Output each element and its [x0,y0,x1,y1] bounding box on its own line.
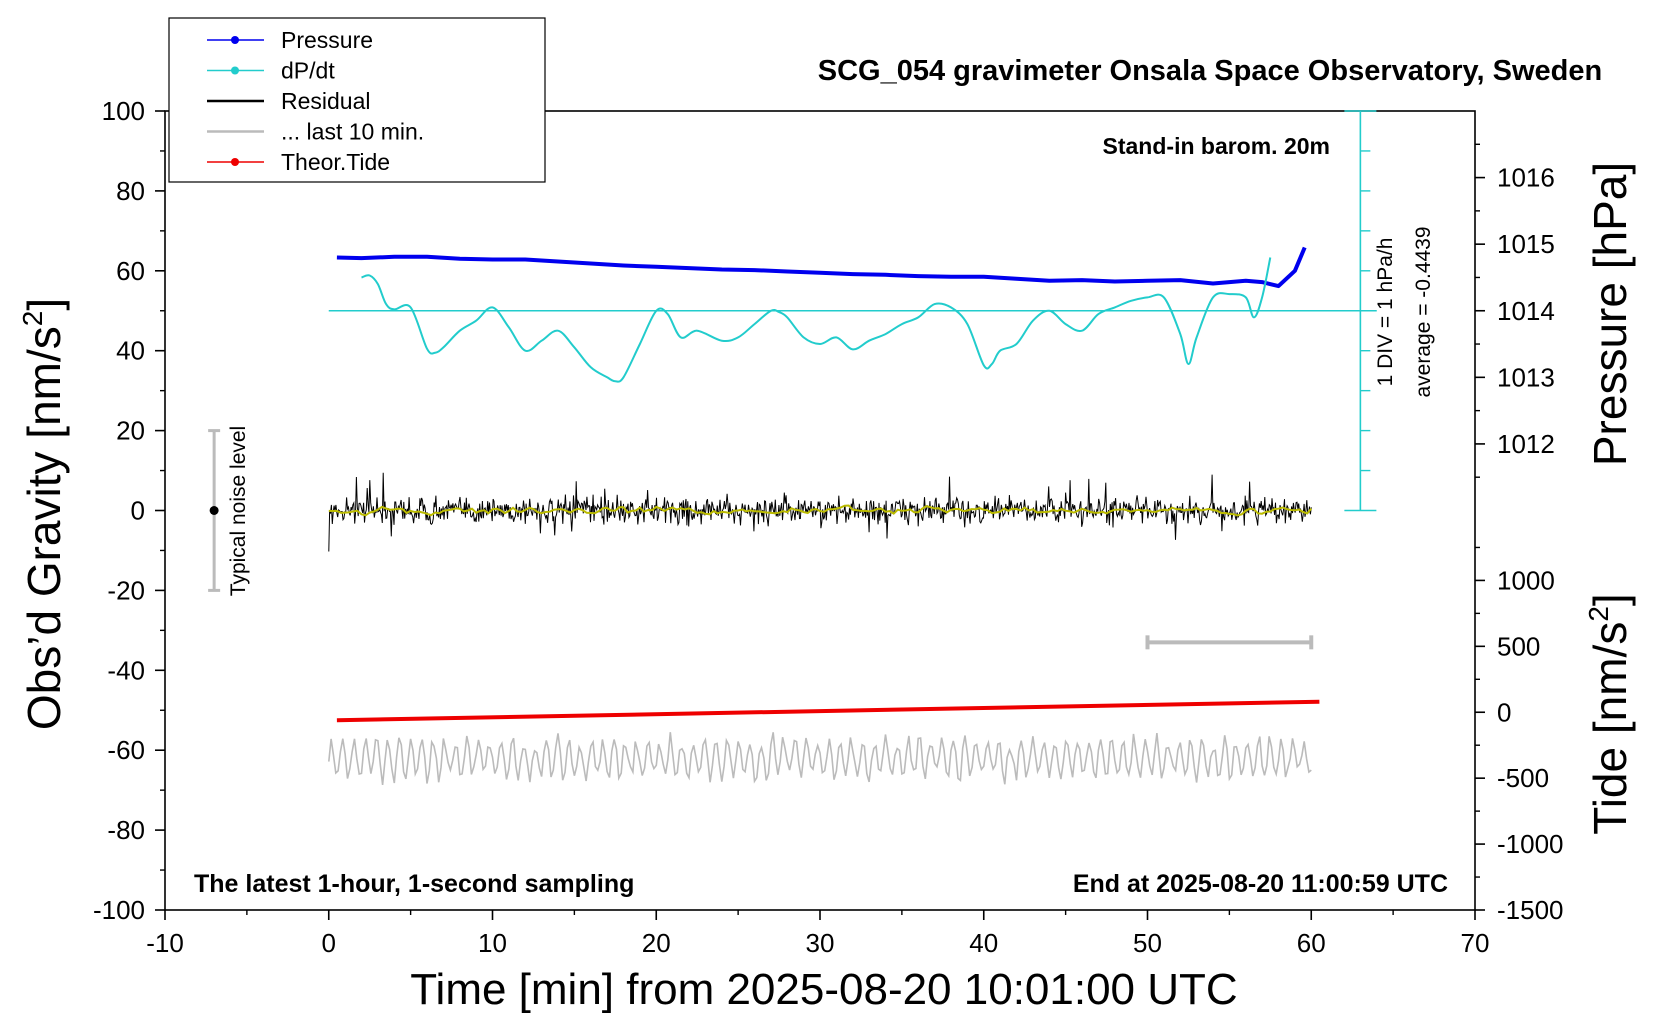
x-tick-label: 20 [642,928,671,958]
y-tick-label: 100 [102,96,145,126]
legend-label: dP/dt [281,58,335,84]
legend-label: ... last 10 min. [281,119,424,145]
y-axis-label-main: Obs’d Gravity [nm/s [18,326,70,730]
x-tick-label: 40 [969,928,998,958]
legend-marker [231,36,239,44]
dpdt-div-annotation: 1 DIV = 1 hPa/h [1374,238,1397,387]
y-tick-label: 20 [116,416,145,446]
series-layer [208,110,1377,785]
stand-in-annotation: Stand-in barom. 20m [1103,133,1330,159]
y-axis-label-sup: 2 [17,311,48,327]
latest-annotation: The latest 1-hour, 1-second sampling [194,870,634,898]
y-axis-label-end: ] [18,298,70,311]
x-tick-label: 0 [322,928,336,958]
legend-label: Residual [281,88,371,114]
y-axis-label: Obs’d Gravity [nm/s2] [17,298,70,730]
pressure-series [336,246,1307,289]
x-tick-label: -10 [146,928,184,958]
legend-marker [231,158,239,166]
tide-axis-label-main: Tide [nm/s [1584,622,1636,835]
x-tick-label: 10 [478,928,507,958]
y-tick-label: -60 [107,735,145,765]
tide-axis-label-sup: 2 [1583,606,1614,622]
y-tick-label: -20 [107,575,145,605]
x-axis-label: Time [min] from 2025-08-20 10:01:00 UTC [410,965,1237,1014]
tide-axis-label: Tide [nm/s2] [1583,593,1636,834]
residual-smoothed-series [328,504,1313,517]
legend: Pressure dP/dt Residual ... last 10 min. The… [168,17,546,183]
y-tick-label: 0 [131,496,145,526]
end-annotation: End at 2025-08-20 11:00:59 UTC [1073,870,1448,898]
legend-label: Theor.Tide [281,149,390,175]
last-10-min-series [328,732,1312,785]
tide-tick-label: -1500 [1497,895,1564,925]
x-tick-label: 30 [806,928,835,958]
pressure-tick-label: 1016 [1497,163,1555,193]
chart-title: SCG_054 gravimeter Onsala Space Observat… [818,55,1602,87]
pressure-tick-label: 1012 [1497,429,1555,459]
pressure-tick-label: 1014 [1497,296,1555,326]
tide-tick-label: 1000 [1497,565,1555,595]
theor-tide-series [336,699,1320,723]
legend-marker [231,66,239,75]
x-tick-label: 70 [1461,928,1490,958]
legend-label: Pressure [281,27,373,53]
tide-tick-label: 0 [1497,697,1511,727]
noise-level-annotation: Typical noise level [227,426,250,596]
y-tick-label: -40 [107,655,145,685]
tide-tick-label: -1000 [1497,829,1564,859]
x-tick-label: 60 [1297,928,1326,958]
y-tick-label: 60 [116,256,145,286]
y-tick-label: 40 [116,336,145,366]
tide-axis-label-end: ] [1584,593,1636,606]
y-tick-label: 80 [116,176,145,206]
tide-tick-label: 500 [1497,631,1540,661]
pressure-axis-label: Pressure [hPa] [1584,162,1636,466]
pressure-tick-label: 1013 [1497,362,1555,392]
y-tick-label: -100 [93,895,145,925]
tide-tick-label: -500 [1497,763,1549,793]
y-tick-label: -80 [107,815,145,845]
pressure-tick-label: 1015 [1497,229,1555,259]
text-layer: SCG_054 gravimeter Onsala Space Observat… [17,55,1636,1014]
axes-layer: -10 0 10 20 30 40 50 60 70-100-80-60-40-20020406… [93,96,1564,958]
x-tick-label: 50 [1133,928,1162,958]
noise-bar-center [209,506,219,515]
dpdt-series [361,257,1272,383]
residual-series [328,472,1312,552]
dpdt-average-annotation: average = -0.4439 [1412,226,1435,397]
